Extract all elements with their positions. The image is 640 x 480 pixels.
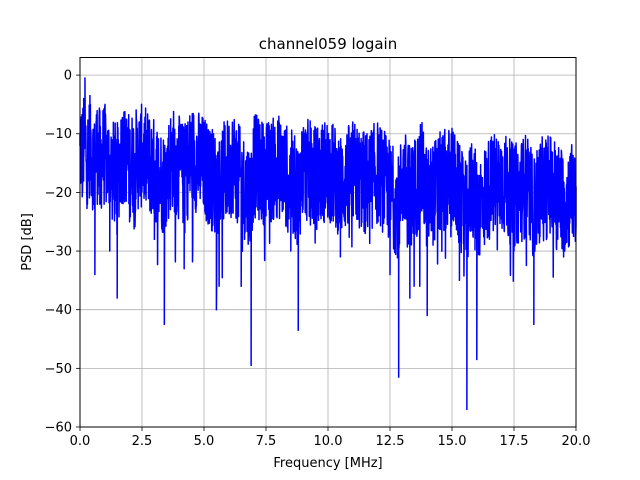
psd-data-point (352, 162, 354, 164)
x-tick-label: 7.5 (256, 434, 277, 449)
psd-data-point (476, 358, 478, 361)
psd-data-point (89, 95, 91, 97)
x-tick-label: 5.0 (194, 434, 215, 449)
y-axis-label: PSD [dB] (20, 213, 35, 271)
psd-series-line (79, 77, 577, 411)
chart-title: channel059 logain (259, 35, 398, 53)
psd-data-point (364, 232, 366, 235)
psd-data-point (80, 121, 82, 123)
psd-data-point (240, 285, 242, 287)
psd-data-point (466, 408, 468, 411)
psd-data-point (183, 268, 185, 270)
y-axis: 0 −10 −20 −30 −40 −50 −60 (45, 69, 80, 436)
psd-data-point (398, 376, 400, 378)
y-tick-label: −50 (45, 362, 72, 377)
psd-data-point (265, 215, 267, 217)
y-tick-label: −60 (45, 421, 72, 436)
psd-data-point (389, 273, 391, 276)
psd-data-point (86, 203, 89, 205)
x-tick-label: 15.0 (438, 434, 467, 449)
psd-data-point (488, 203, 490, 205)
y-tick-label: −40 (45, 303, 72, 318)
psd-data-point (109, 250, 111, 252)
psd-data-point (290, 250, 292, 252)
psd-data-point (471, 168, 473, 170)
psd-data-point (439, 203, 441, 205)
x-tick-label: 10.0 (314, 434, 343, 449)
psd-data-point (563, 256, 565, 258)
psd-data-point (458, 279, 461, 281)
psd-data-point (95, 121, 97, 123)
psd-data-point (153, 238, 155, 240)
psd-data-point (550, 150, 552, 152)
psd-data-point (297, 329, 299, 331)
psd-data-point (421, 139, 423, 141)
psd-data-point (233, 144, 235, 147)
x-axis-label: Frequency [MHz] (273, 456, 382, 471)
psd-data-point (163, 323, 165, 325)
psd-data-point (302, 150, 304, 152)
psd-data-point (191, 127, 193, 129)
psd-data-point (84, 77, 86, 79)
psd-data-point (129, 221, 131, 223)
psd-data-point (377, 150, 379, 152)
y-tick-label: −20 (45, 186, 72, 201)
psd-data-point (401, 168, 403, 170)
psd-data-point (121, 127, 123, 129)
psd-data-point (91, 180, 93, 182)
psd-data-point (104, 156, 106, 158)
y-tick-label: −10 (45, 127, 72, 142)
psd-data-point (250, 364, 252, 367)
psd-data-point (253, 162, 255, 164)
psd-data-point (451, 150, 453, 152)
x-tick-label: 0.0 (70, 434, 91, 449)
psd-data-point (215, 309, 217, 311)
psd-data-point (315, 221, 317, 223)
x-tick-label: 17.5 (500, 434, 529, 449)
psd-data-point (99, 203, 101, 205)
psd-data-point (409, 297, 411, 299)
y-tick-label: 0 (64, 69, 72, 84)
psd-data-point (81, 191, 84, 193)
psd-data-point (339, 256, 341, 258)
psd-data-point (277, 156, 279, 158)
y-tick-label: −30 (45, 245, 72, 260)
psd-data-point (83, 97, 85, 100)
psd-data-point (513, 250, 515, 252)
x-tick-label: 2.5 (132, 434, 153, 449)
psd-data-point (116, 297, 118, 299)
psd-data-point (525, 162, 528, 164)
psd-data-point (533, 323, 535, 325)
x-tick-label: 20.0 (562, 434, 591, 449)
x-tick-label: 12.5 (376, 434, 405, 449)
x-axis: 0.0 2.5 5.0 7.5 10.0 12.5 15.0 17.5 20.0 (70, 427, 591, 449)
psd-data-point (327, 144, 329, 147)
psd-data-point (501, 150, 503, 152)
psd-data-point (538, 203, 540, 205)
psd-data-point (94, 273, 96, 276)
psd-data-point (203, 203, 205, 205)
psd-data-point (171, 144, 173, 147)
psd-data-point (426, 314, 428, 317)
psd-data-point (141, 150, 143, 152)
